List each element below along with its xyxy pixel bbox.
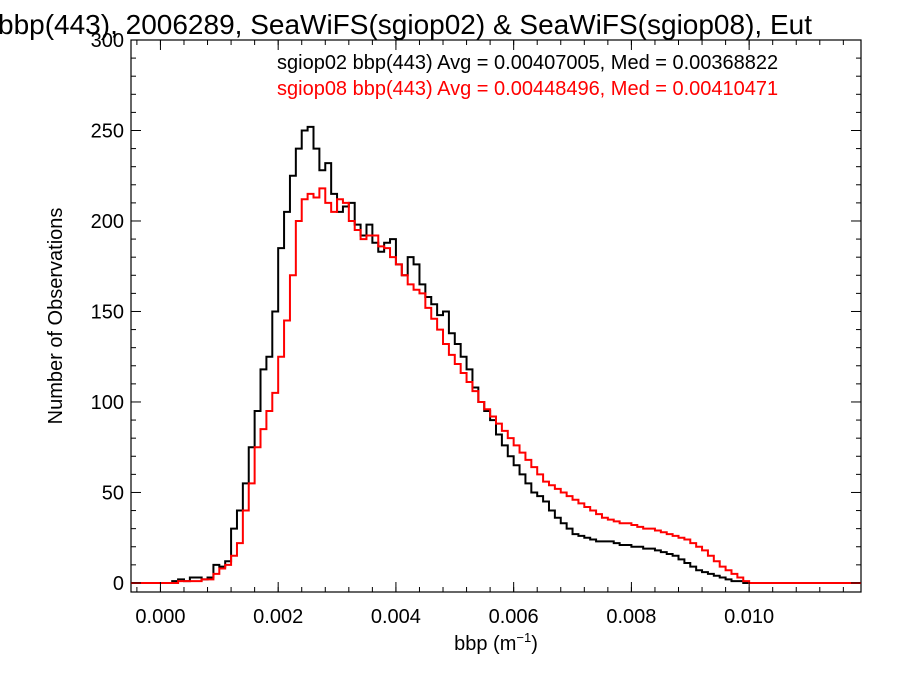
x-axis-label-base: bbp (m [454,633,516,655]
y-tick-label: 250 [91,120,124,142]
x-tick-label: 0.008 [606,606,656,628]
x-axis-label-close: ) [531,633,538,655]
y-tick-label: 0 [113,573,124,595]
series-line-sgiop08 [131,187,861,584]
y-tick-label: 100 [91,392,124,414]
x-axis-label-exponent: −1 [516,630,531,645]
x-tick-label: 0.000 [135,606,185,628]
annotation-sgiop02: sgiop02 bbp(443) Avg = 0.00407005, Med =… [277,52,778,74]
y-tick-label: 200 [91,211,124,233]
x-tick-label: 0.006 [489,606,539,628]
annotation-sgiop08: sgiop08 bbp(443) Avg = 0.00448496, Med =… [277,78,778,100]
y-tick-label: 150 [91,301,124,323]
series-line-sgiop02 [131,125,861,584]
y-axis-label: Number of Observations [45,208,67,425]
y-tick-label: 50 [102,482,124,504]
chart-title: bbp(443), 2006289, SeaWiFS(sgiop02) & Se… [0,9,812,40]
series-layer [131,125,861,584]
x-tick-label: 0.002 [253,606,303,628]
y-tick-label: 300 [91,30,124,52]
axes: 0.000 0.002 0.004 0.006 0.008 0.010 0 50 100 150 2… [91,30,861,628]
x-tick-label: 0.004 [371,606,421,628]
x-axis-label: bbp (m−1) [454,630,538,655]
plot-frame [130,39,862,593]
x-tick-label: 0.010 [724,606,774,628]
